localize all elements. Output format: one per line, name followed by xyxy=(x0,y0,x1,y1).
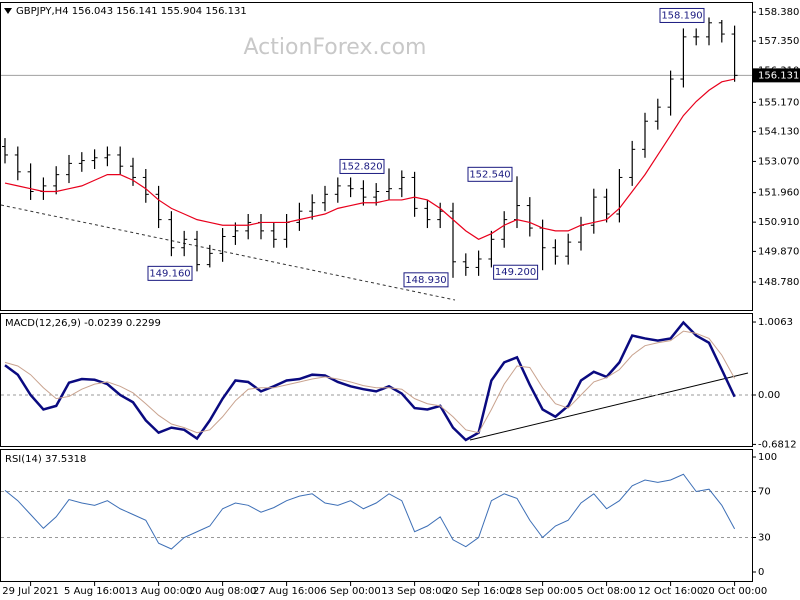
indicator-line xyxy=(4,473,736,550)
indicator-line xyxy=(4,330,736,434)
rsi-title: RSI(14) 37.5318 xyxy=(5,454,86,465)
x-tick-label: 20 Sep 16:00 xyxy=(445,586,512,597)
x-tick-label: 5 Oct 08:00 xyxy=(577,586,636,597)
y-tick-label: -0.6812 xyxy=(758,439,797,450)
watermark: ActionForex.com xyxy=(244,35,427,60)
annotation-box xyxy=(339,158,385,174)
x-tick-label: 13 Sep 08:00 xyxy=(381,586,448,597)
y-tick-label: 70 xyxy=(758,487,771,498)
annotation-box xyxy=(403,272,449,288)
annotation-box xyxy=(493,264,539,280)
x-tick-label: 6 Sep 00:00 xyxy=(320,586,380,597)
annotation-label: 149.160 xyxy=(149,268,190,279)
y-tick-label: 150.910 xyxy=(758,217,799,228)
y-tick-label: 1.0063 xyxy=(758,317,793,328)
annotation-label: 148.930 xyxy=(405,275,446,286)
y-tick-label: 30 xyxy=(758,533,771,544)
y-tick-label: 153.070 xyxy=(758,156,799,167)
x-tick-label: 12 Oct 16:00 xyxy=(638,586,703,597)
y-tick-label: 0 xyxy=(758,567,764,578)
y-tick-label: 158.380 xyxy=(758,7,799,18)
macd-frame xyxy=(0,313,753,447)
annotation-box xyxy=(467,166,513,182)
x-tick-label: 13 Aug 00:00 xyxy=(125,586,192,597)
x-tick-label: 28 Sep 00:00 xyxy=(509,586,576,597)
current-price-label: 156.131 xyxy=(758,70,799,81)
trend-line xyxy=(0,204,456,301)
y-tick-label: 154.130 xyxy=(758,127,799,138)
y-tick-label: 100 xyxy=(758,452,777,463)
indicator-line xyxy=(4,320,736,442)
y-tick-label: 151.960 xyxy=(758,188,799,199)
rsi-frame xyxy=(0,449,753,582)
macd-title: MACD(12,26,9) -0.0239 0.2299 xyxy=(5,318,161,329)
x-tick-label: 27 Aug 16:00 xyxy=(253,586,320,597)
y-tick-label: 157.350 xyxy=(758,36,799,47)
moving-average xyxy=(4,78,735,240)
annotation-box xyxy=(659,7,705,23)
x-tick-label: 29 Jul 2021 xyxy=(2,586,59,597)
y-tick-label: 149.870 xyxy=(758,246,799,257)
y-tick-label: 0.00 xyxy=(758,390,780,401)
annotation-label: 152.820 xyxy=(341,161,382,172)
y-tick-label: 148.780 xyxy=(758,277,799,288)
annotation-label: 158.190 xyxy=(661,10,702,21)
x-tick-label: 20 Oct 00:00 xyxy=(702,586,767,597)
x-tick-label: 5 Aug 16:00 xyxy=(64,586,125,597)
chart-title: GBPJPY,H4 156.043 156.141 155.904 156.13… xyxy=(16,6,247,17)
y-tick-label: 155.170 xyxy=(758,97,799,108)
annotation-label: 152.540 xyxy=(469,169,510,180)
annotation-box xyxy=(147,265,193,281)
annotation-label: 149.200 xyxy=(495,267,536,278)
price-frame xyxy=(0,2,753,311)
trend-line xyxy=(469,372,749,441)
symbol-icon xyxy=(4,8,12,14)
x-tick-label: 20 Aug 08:00 xyxy=(189,586,256,597)
current-price-box xyxy=(753,68,800,83)
